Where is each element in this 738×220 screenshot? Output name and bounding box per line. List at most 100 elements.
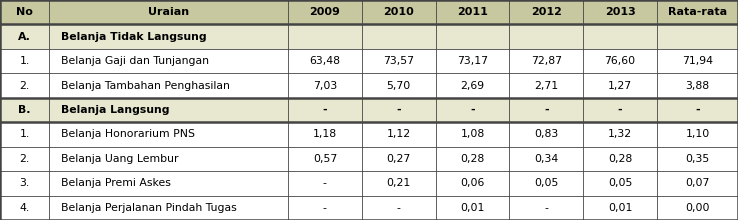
Bar — [49, 196, 288, 220]
Bar — [362, 122, 435, 147]
Bar — [435, 73, 509, 98]
Bar — [49, 147, 288, 171]
Bar — [49, 98, 288, 122]
Bar — [0, 49, 49, 73]
Bar — [362, 196, 435, 220]
Bar — [509, 98, 583, 122]
Text: Rata-rata: Rata-rata — [668, 7, 727, 17]
Text: 0,21: 0,21 — [387, 178, 411, 188]
Bar — [49, 0, 288, 24]
Bar — [49, 171, 288, 196]
Text: 73,57: 73,57 — [383, 56, 414, 66]
Text: Belanja Uang Lembur: Belanja Uang Lembur — [61, 154, 179, 164]
Bar — [288, 98, 362, 122]
Bar — [0, 98, 49, 122]
Bar — [583, 196, 657, 220]
Bar — [288, 196, 362, 220]
Text: 3.: 3. — [20, 178, 30, 188]
Text: B.: B. — [18, 105, 31, 115]
Bar — [49, 49, 288, 73]
Text: -: - — [323, 203, 327, 213]
Bar — [0, 73, 49, 98]
Bar — [509, 147, 583, 171]
Bar — [0, 171, 49, 196]
Bar — [583, 122, 657, 147]
Bar — [435, 98, 509, 122]
Bar — [435, 147, 509, 171]
Bar — [657, 49, 738, 73]
Bar — [509, 171, 583, 196]
Text: 0,35: 0,35 — [686, 154, 710, 164]
Text: 0,28: 0,28 — [461, 154, 485, 164]
Bar — [583, 24, 657, 49]
Bar — [362, 73, 435, 98]
Bar — [435, 171, 509, 196]
Text: Uraian: Uraian — [148, 7, 190, 17]
Bar — [49, 24, 288, 49]
Bar — [657, 171, 738, 196]
Bar — [509, 122, 583, 147]
Bar — [288, 122, 362, 147]
Text: 0,06: 0,06 — [461, 178, 485, 188]
Bar — [583, 49, 657, 73]
Bar — [509, 196, 583, 220]
Text: 2,71: 2,71 — [534, 81, 559, 91]
Bar — [657, 73, 738, 98]
Text: 4.: 4. — [20, 203, 30, 213]
Bar — [509, 49, 583, 73]
Text: -: - — [470, 105, 475, 115]
Text: -: - — [545, 203, 548, 213]
Text: 0,01: 0,01 — [608, 203, 632, 213]
Bar — [362, 0, 435, 24]
Text: Belanja Premi Askes: Belanja Premi Askes — [61, 178, 171, 188]
Text: 1.: 1. — [20, 56, 30, 66]
Bar — [435, 122, 509, 147]
Text: -: - — [323, 178, 327, 188]
Bar — [657, 196, 738, 220]
Bar — [288, 147, 362, 171]
Text: 1,12: 1,12 — [387, 129, 411, 139]
Text: Belanja Honorarium PNS: Belanja Honorarium PNS — [61, 129, 196, 139]
Bar — [362, 24, 435, 49]
Bar — [0, 196, 49, 220]
Bar — [362, 49, 435, 73]
Bar — [0, 147, 49, 171]
Text: 2010: 2010 — [383, 7, 414, 17]
Text: Belanja Perjalanan Pindah Tugas: Belanja Perjalanan Pindah Tugas — [61, 203, 237, 213]
Text: 2,69: 2,69 — [461, 81, 485, 91]
Text: -: - — [618, 105, 622, 115]
Bar — [0, 24, 49, 49]
Bar — [657, 98, 738, 122]
Text: 2013: 2013 — [604, 7, 635, 17]
Text: 0,57: 0,57 — [313, 154, 337, 164]
Text: 0,27: 0,27 — [387, 154, 411, 164]
Bar — [583, 147, 657, 171]
Bar — [657, 24, 738, 49]
Bar — [0, 0, 49, 24]
Text: 71,94: 71,94 — [682, 56, 713, 66]
Bar — [435, 24, 509, 49]
Bar — [657, 147, 738, 171]
Bar — [49, 73, 288, 98]
Bar — [0, 122, 49, 147]
Text: 73,17: 73,17 — [457, 56, 488, 66]
Bar — [288, 24, 362, 49]
Text: 1,08: 1,08 — [461, 129, 485, 139]
Text: 0,83: 0,83 — [534, 129, 559, 139]
Text: 0,00: 0,00 — [686, 203, 710, 213]
Bar — [288, 0, 362, 24]
Text: -: - — [323, 105, 327, 115]
Bar — [362, 171, 435, 196]
Text: A.: A. — [18, 32, 31, 42]
Bar — [49, 122, 288, 147]
Text: 0,07: 0,07 — [686, 178, 710, 188]
Text: 1,18: 1,18 — [313, 129, 337, 139]
Text: Belanja Langsung: Belanja Langsung — [61, 105, 170, 115]
Text: 0,34: 0,34 — [534, 154, 559, 164]
Bar — [583, 0, 657, 24]
Text: 2.: 2. — [20, 154, 30, 164]
Bar — [288, 171, 362, 196]
Text: 76,60: 76,60 — [604, 56, 635, 66]
Text: 0,28: 0,28 — [608, 154, 632, 164]
Text: 0,01: 0,01 — [461, 203, 485, 213]
